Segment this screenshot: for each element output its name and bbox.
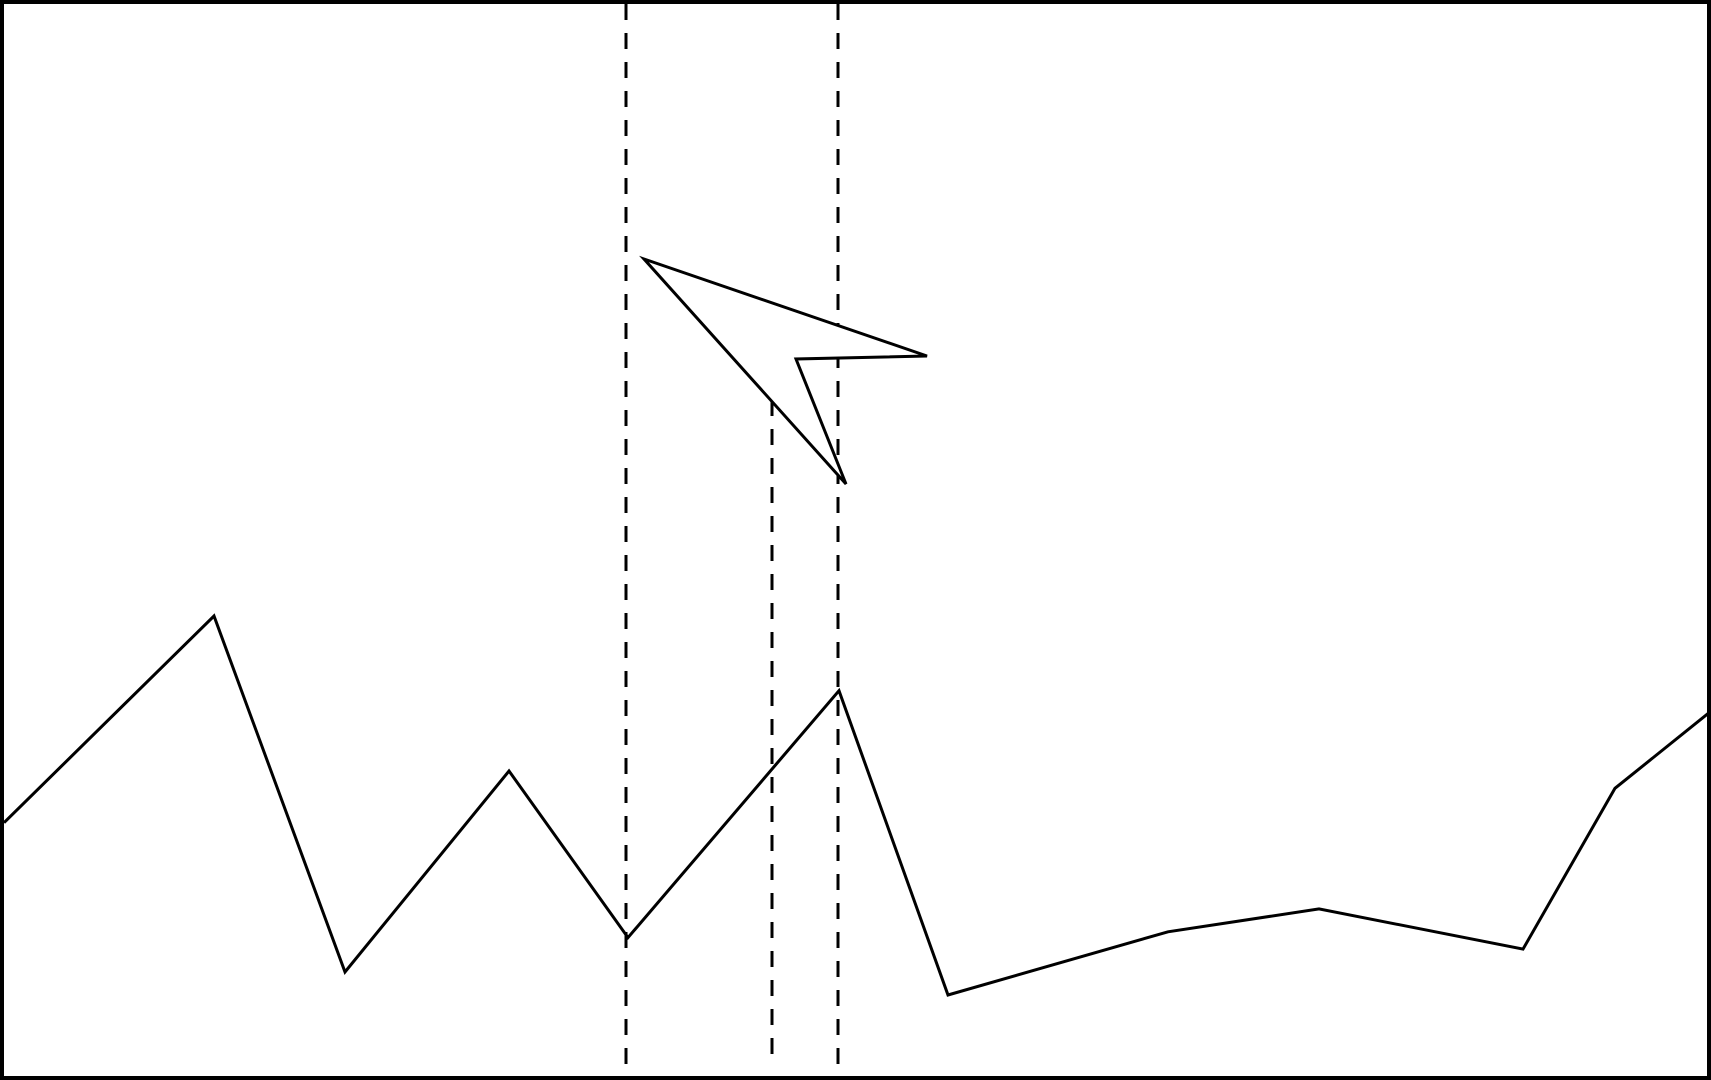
mouse-cursor-arrow-icon	[639, 255, 928, 486]
line-series[interactable]	[2, 613, 1709, 997]
